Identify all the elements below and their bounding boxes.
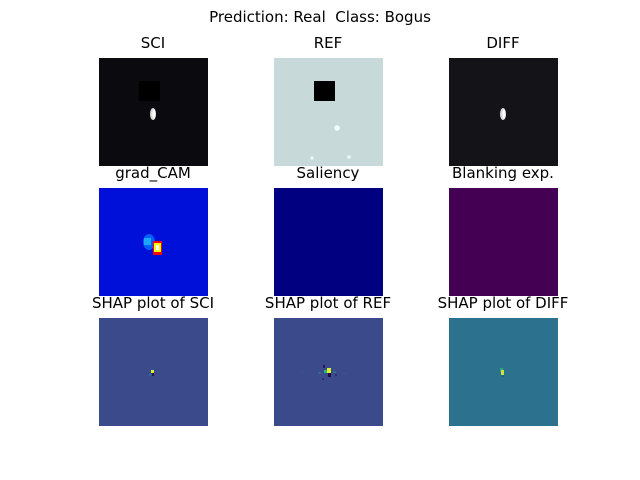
panel-title-diff: DIFF	[486, 34, 520, 52]
saliency-background	[274, 188, 383, 296]
ref-mask-square	[314, 81, 335, 101]
panel-title-grad-cam: grad_CAM	[115, 164, 191, 182]
diff-image	[449, 58, 558, 166]
ref-faint-source-left	[310, 156, 314, 160]
ref-background	[274, 58, 383, 166]
sci-image	[99, 58, 208, 166]
shap-ref-faint-right	[343, 373, 346, 374]
shap-ref-positive-pixel	[327, 368, 331, 373]
blanking-heatmap	[449, 188, 558, 296]
shap-ref-spread-bottom	[322, 378, 324, 380]
ref-source	[334, 125, 340, 131]
shap-sci-negative-pixel	[152, 373, 154, 376]
ref-image	[274, 58, 383, 166]
panel-title-shap-diff: SHAP plot of DIFF	[437, 294, 569, 312]
shap-ref-faint-left	[301, 371, 304, 372]
shap-diff-positive-pixel	[501, 370, 504, 375]
diff-image-plot	[449, 58, 558, 166]
shap-sci-image	[99, 318, 208, 426]
shap-diff-image	[449, 318, 558, 426]
blanking-image	[449, 188, 558, 296]
panel-title-sci: SCI	[140, 34, 166, 52]
panel-title-ref: REF	[313, 34, 343, 52]
grad-cam-heatmap	[99, 188, 208, 296]
shap-diff-plot	[449, 318, 558, 426]
panel-title-saliency: Saliency	[296, 164, 360, 182]
shap-ref-spread-left	[318, 372, 321, 374]
shap-sci-plot	[99, 318, 208, 426]
shap-ref-spread-right-low	[335, 374, 337, 376]
saliency-heatmap	[274, 188, 383, 296]
panel-title-blanking: Blanking exp.	[452, 164, 554, 182]
sci-source-core	[152, 109, 156, 119]
shap-ref-negative-pixel	[328, 373, 331, 377]
figure-suptitle: Prediction: Real Class: Bogus	[209, 8, 431, 26]
shap-ref-plot	[274, 318, 383, 426]
shap-sci-positive-pixel	[151, 370, 154, 373]
diff-source-core	[502, 109, 506, 119]
shap-ref-spread-top	[323, 365, 325, 368]
shap-ref-image	[274, 318, 383, 426]
panel-title-shap-sci: SHAP plot of SCI	[91, 294, 215, 312]
shap-ref-spread-center-left	[324, 370, 327, 373]
shap-ref-spread-right	[333, 371, 336, 373]
panel-title-shap-ref: SHAP plot of REF	[264, 294, 392, 312]
ref-image-plot	[274, 58, 383, 166]
saliency-image	[274, 188, 383, 296]
shap-diff-lower-pixel	[502, 375, 504, 377]
sci-image-plot	[99, 58, 208, 166]
grad-cam-image	[99, 188, 208, 296]
ref-faint-source-right	[347, 155, 351, 159]
shap-sci-minor-pixel	[149, 374, 151, 376]
grad-cam-hotspot-core	[156, 245, 159, 250]
sci-mask-square	[139, 81, 160, 101]
grad-cam-blob-left	[144, 238, 151, 245]
blanking-background	[449, 188, 558, 296]
